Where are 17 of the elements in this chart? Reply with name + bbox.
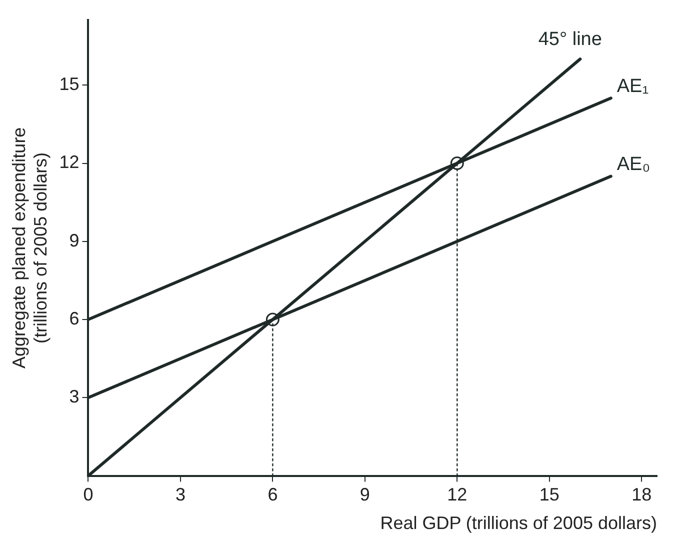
y-axis-title: Aggregate planed expenditure (trillions of 2005 dollars) bbox=[8, 127, 50, 368]
x-tick-label: 15 bbox=[539, 484, 560, 505]
series-label: 45° line bbox=[538, 28, 602, 50]
x-tick-label: 3 bbox=[175, 484, 186, 505]
x-tick-label: 6 bbox=[268, 484, 278, 505]
x-axis-title: Real GDP (trillions of 2005 dollars) bbox=[380, 513, 657, 534]
x-tick-label: 12 bbox=[447, 484, 468, 505]
y-tick-label: 9 bbox=[69, 230, 80, 250]
y-tick-label: 6 bbox=[69, 308, 80, 328]
series-label: AE₁ bbox=[616, 76, 649, 97]
series-label: AE₀ bbox=[616, 154, 650, 176]
y-tick-label: 15 bbox=[59, 74, 80, 94]
x-tick-label: 9 bbox=[360, 484, 370, 505]
x-tick-label: 18 bbox=[632, 484, 652, 505]
y-tick-label: 12 bbox=[59, 152, 80, 172]
x-tick-label: 0 bbox=[83, 484, 94, 505]
y-tick-label: 3 bbox=[69, 386, 80, 407]
